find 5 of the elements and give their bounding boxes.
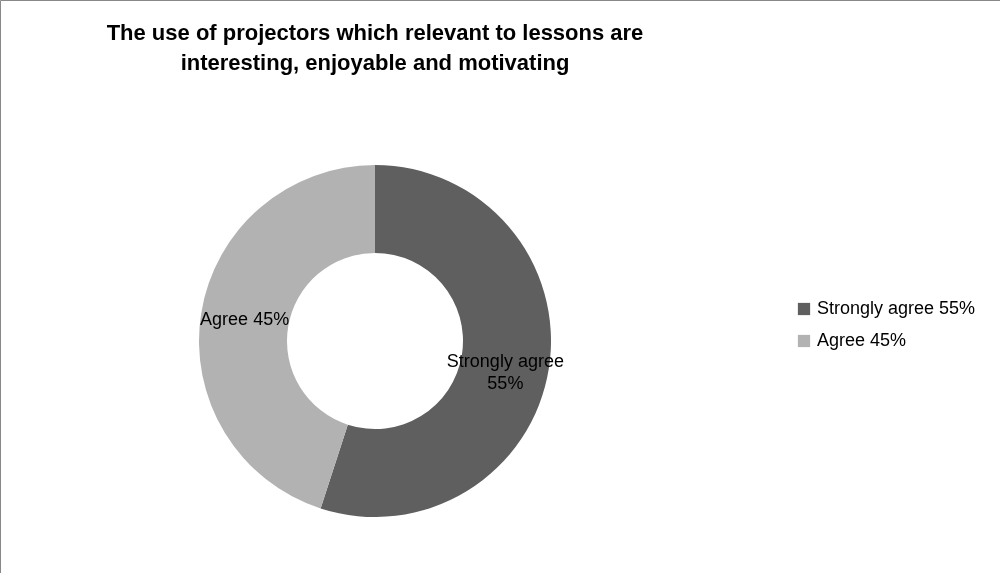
- data-label: Agree 45%: [200, 309, 290, 330]
- legend-label: Strongly agree 55%: [817, 298, 976, 318]
- legend-label: Agree 45%: [817, 330, 907, 350]
- donut-slice: [199, 165, 375, 509]
- chart-title: The use of projectors which relevant to lessons are interesting, enjoyable and motivating: [106, 20, 644, 75]
